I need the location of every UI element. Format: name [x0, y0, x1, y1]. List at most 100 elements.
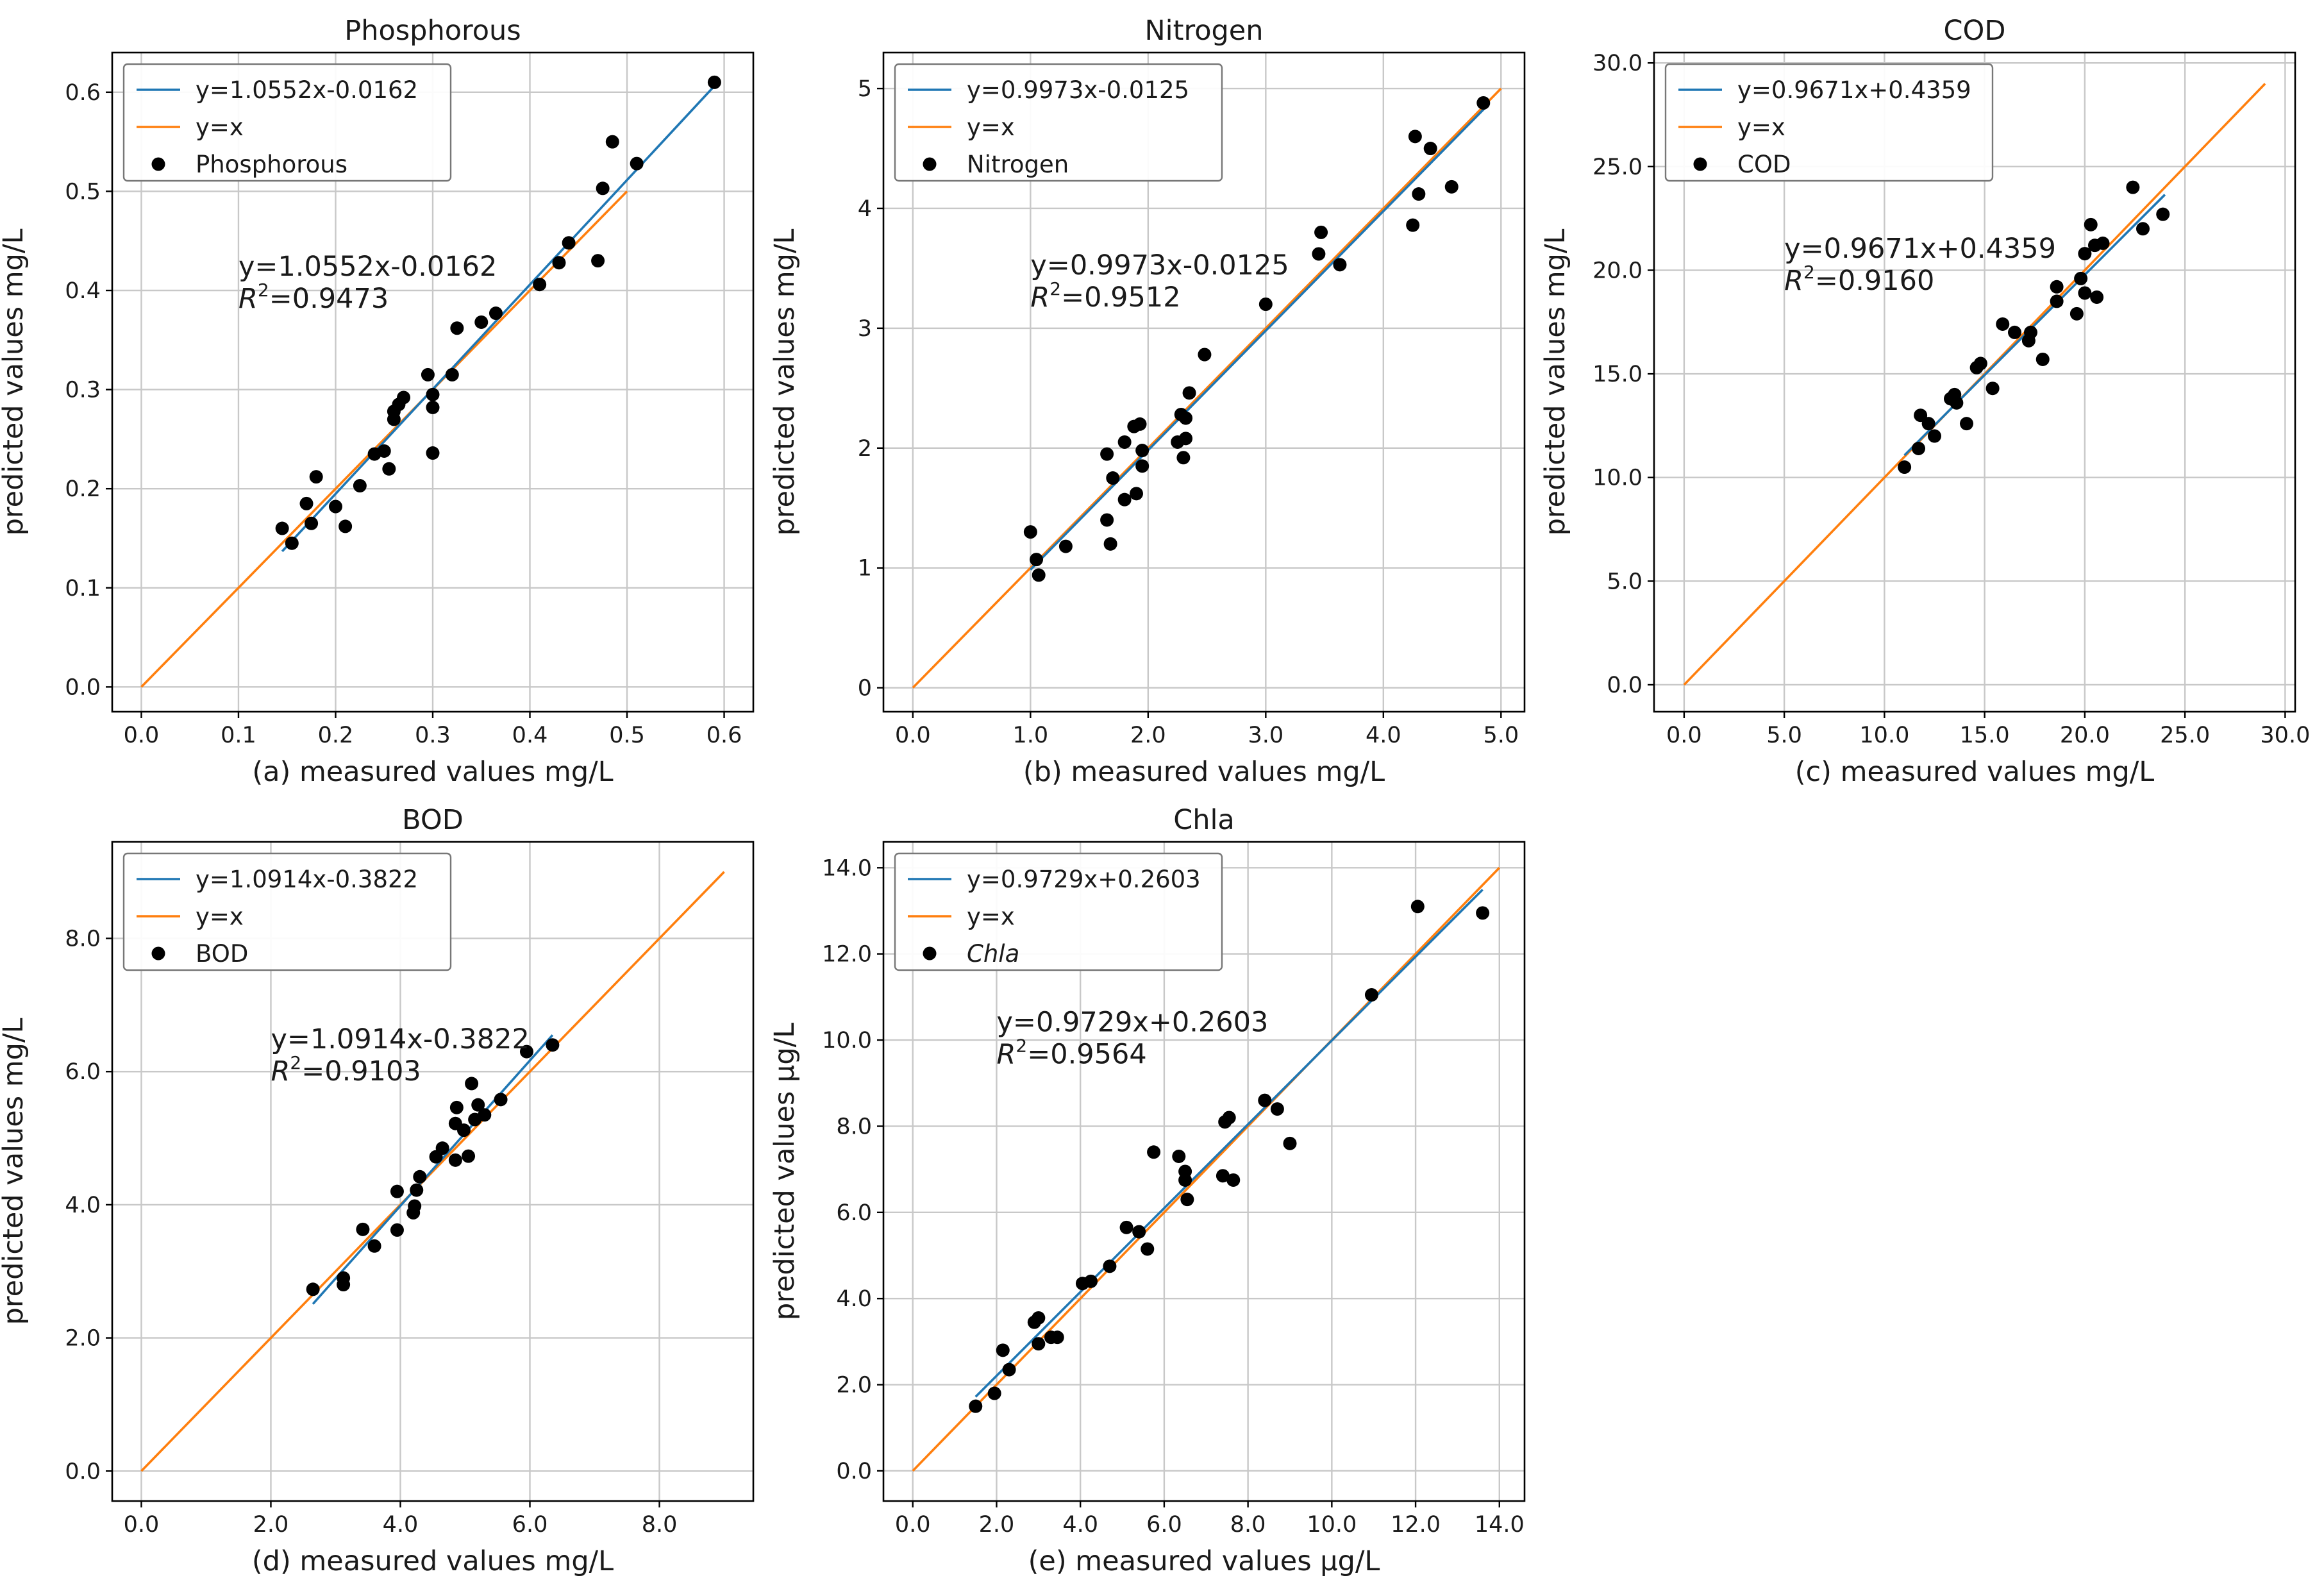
x-tick-label: 15.0	[1960, 723, 2010, 748]
data-point	[377, 444, 391, 458]
data-point	[1032, 1311, 1046, 1325]
y-tick-label: 0.2	[65, 476, 101, 502]
legend-box	[122, 63, 452, 182]
data-point	[356, 1222, 370, 1236]
data-point	[494, 1093, 508, 1107]
data-point	[1117, 492, 1132, 507]
data-point	[1364, 988, 1378, 1002]
y-tick-label: 25.0	[1593, 155, 1643, 180]
data-point	[382, 462, 396, 476]
data-point	[1030, 553, 1044, 567]
legend-points-swatch	[923, 946, 937, 961]
data-point	[1258, 1093, 1272, 1107]
data-point	[2024, 325, 2037, 339]
data-point	[413, 1170, 427, 1184]
data-point	[1973, 357, 1987, 371]
x-tick-label: 10.0	[1307, 1512, 1357, 1538]
r-squared-symbol: R	[271, 1055, 290, 1087]
x-tick-label: 1.0	[1013, 723, 1049, 748]
x-axis-label: (e) measured values μg/L	[1028, 1545, 1380, 1577]
data-point	[1406, 218, 1420, 232]
fit-line	[974, 889, 1484, 1398]
data-point	[1222, 1111, 1236, 1125]
y-tick-label: 15.0	[1593, 362, 1643, 387]
identity-line	[912, 87, 1502, 689]
legend-points-label: Chla	[967, 940, 1019, 968]
data-point	[1333, 258, 1347, 272]
data-point	[353, 479, 367, 493]
y-tick-label: 6.0	[65, 1059, 101, 1085]
chart-title: BOD	[402, 804, 464, 836]
data-point	[1270, 1102, 1284, 1116]
y-axis-label: predicted values mg/L	[769, 229, 801, 536]
equation-annotation: y=0.9671x+0.4359	[1784, 233, 2056, 265]
data-point	[630, 156, 644, 171]
data-point	[533, 278, 547, 292]
x-axis-label: (c) measured values mg/L	[1795, 756, 2155, 788]
data-point	[1135, 459, 1149, 473]
x-tick-label: 10.0	[1859, 723, 1909, 748]
y-tick-label: 0.0	[1607, 673, 1643, 698]
data-point	[1179, 432, 1193, 446]
x-tick-label: 0.4	[512, 723, 548, 748]
y-tick-label: 2.0	[836, 1373, 872, 1398]
data-point	[552, 256, 566, 270]
identity-line	[140, 871, 725, 1472]
legend-identity-label: y=x	[967, 113, 1015, 141]
x-tick-label: 5.0	[1483, 723, 1519, 748]
x-tick-label: 3.0	[1248, 723, 1283, 748]
legend-points-swatch	[151, 946, 165, 961]
legend-points-swatch	[151, 157, 165, 171]
y-axis-label: predicted values mg/L	[1539, 229, 1571, 536]
data-point	[285, 536, 299, 550]
data-point	[1996, 317, 2010, 331]
x-axis-label: (d) measured values mg/L	[252, 1545, 614, 1577]
data-point	[1423, 142, 1437, 156]
data-point	[2090, 290, 2104, 304]
equation-annotation: y=1.0552x-0.0162	[238, 251, 497, 283]
data-point	[987, 1386, 1001, 1400]
data-point	[426, 387, 440, 401]
data-point	[2050, 280, 2064, 294]
legend-identity-label: y=x	[967, 903, 1015, 930]
y-axis-label: predicted values mg/L	[0, 1018, 29, 1325]
legend-fit-label: y=0.9671x+0.4359	[1737, 76, 1971, 104]
data-point	[1133, 417, 1147, 431]
data-point	[2078, 286, 2092, 300]
x-tick-label: 4.0	[383, 1512, 419, 1538]
x-tick-label: 8.0	[1230, 1512, 1266, 1538]
chart-panel-3: 0.0 5.0 10.0 15.0 20.0 25.0 30.0 0.0 5.0 10.0 15.0…	[1539, 15, 2310, 788]
data-point	[969, 1399, 983, 1413]
data-point	[435, 1141, 449, 1155]
legend-fit-label: y=0.9729x+0.2603	[967, 866, 1201, 893]
y-tick-label: 0.0	[65, 675, 101, 700]
x-tick-label: 0.0	[895, 723, 931, 748]
data-point	[2078, 247, 2092, 261]
legend-identity-label: y=x	[1737, 113, 1785, 141]
legend-identity-label: y=x	[196, 113, 244, 141]
x-tick-label: 20.0	[2060, 723, 2110, 748]
data-point	[465, 1077, 479, 1091]
y-tick-label: 14.0	[822, 855, 872, 881]
r-squared-exponent: 2	[258, 280, 269, 301]
legend-fit-label: y=0.9973x-0.0125	[967, 76, 1189, 104]
equation-annotation: y=0.9729x+0.2603	[996, 1007, 1268, 1039]
data-point	[275, 521, 289, 535]
chart-title: Nitrogen	[1144, 15, 1263, 47]
legend-points-swatch	[1693, 157, 1707, 171]
data-point	[408, 1199, 422, 1213]
identity-line	[140, 190, 628, 688]
data-point	[1912, 441, 1925, 455]
data-point	[2084, 217, 2098, 231]
y-tick-label: 5.0	[1607, 569, 1643, 594]
data-point	[390, 1223, 404, 1237]
y-axis-label: predicted values μg/L	[769, 1023, 801, 1320]
data-point	[309, 470, 323, 484]
y-tick-label: 4.0	[65, 1193, 101, 1218]
x-tick-label: 0.5	[609, 723, 645, 748]
x-tick-label: 0.6	[706, 723, 742, 748]
data-point	[519, 1044, 533, 1059]
x-tick-label: 25.0	[2160, 723, 2210, 748]
data-point	[2096, 236, 2110, 250]
